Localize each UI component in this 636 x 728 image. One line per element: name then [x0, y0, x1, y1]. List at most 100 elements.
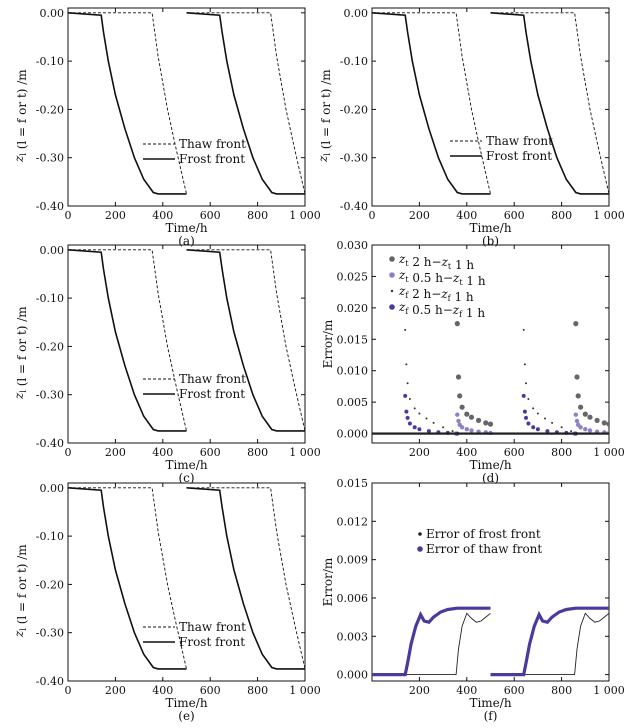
- data-point: [522, 409, 527, 414]
- y-axis-label: zl (l = f or t) /m: [12, 544, 29, 638]
- panel-caption: (c): [178, 471, 194, 485]
- x-tick-label: 600: [200, 446, 221, 459]
- y-tick-label: 0.012: [337, 515, 369, 528]
- series-line-frost-front: [68, 12, 187, 195]
- data-point: [412, 425, 417, 430]
- x-tick-label: 200: [105, 209, 126, 222]
- x-tick-label: 400: [456, 209, 477, 222]
- data-point: [575, 393, 581, 399]
- chart-panel-b: 0 200 400 600 800 1 000 0.00 -0.10 -0.20 -0.30 -0.…: [316, 7, 625, 248]
- data-point: [536, 412, 539, 415]
- series-line-frost-front: [186, 12, 305, 195]
- data-point: [454, 321, 460, 327]
- x-tick-label: 0: [65, 684, 72, 697]
- data-point: [521, 393, 526, 398]
- data-point: [457, 393, 463, 399]
- x-axis-label: Time/h: [165, 696, 207, 710]
- legend-label: Frost front: [179, 635, 245, 649]
- x-axis-label: Time/h: [469, 458, 511, 472]
- y-tick-label: 0.025: [337, 270, 369, 283]
- y-axis-label: Error/m: [321, 557, 335, 606]
- x-tick-label: 400: [456, 446, 477, 459]
- data-point: [560, 426, 563, 429]
- y-tick-label: 0.015: [337, 477, 369, 490]
- legend-marker: [389, 256, 395, 262]
- y-tick-label: -0.30: [36, 627, 64, 640]
- plot-frame: [67, 244, 306, 444]
- legend-label: zf 0.5 h−zf 1 h: [398, 300, 485, 320]
- legend-label: Frost front: [486, 149, 552, 163]
- x-tick-label: 200: [409, 446, 430, 459]
- y-tick-label: -0.40: [340, 200, 368, 213]
- data-point: [522, 328, 525, 331]
- legend-label: Error of thaw front: [426, 542, 542, 556]
- x-tick-label: 400: [152, 684, 173, 697]
- series-line-thaw-front: [186, 487, 305, 670]
- data-layer: [372, 321, 609, 436]
- legend-label: zt 0.5 h−zt 1 h: [398, 268, 486, 288]
- y-tick-label: -0.40: [36, 675, 64, 688]
- data-point: [476, 417, 482, 423]
- data-layer: [68, 249, 305, 432]
- data-point: [405, 363, 408, 366]
- x-tick-label: 0: [369, 209, 376, 222]
- y-tick-label: -0.10: [36, 55, 64, 68]
- data-point: [601, 420, 607, 426]
- x-axis-label: Time/h: [165, 458, 207, 472]
- legend-marker: [389, 272, 395, 278]
- series-line-frost-front: [68, 487, 187, 670]
- data-point: [587, 428, 593, 433]
- y-tick-label: 0.00: [40, 482, 65, 495]
- y-axis-label: Error/m: [321, 319, 335, 368]
- y-tick-label: -0.20: [340, 103, 368, 116]
- data-point: [455, 412, 460, 417]
- data-point: [459, 425, 465, 430]
- data-point: [487, 421, 494, 427]
- x-tick-label: 200: [409, 209, 430, 222]
- data-point: [483, 420, 489, 426]
- y-tick-label: 0.020: [337, 302, 369, 315]
- data-point: [408, 398, 411, 400]
- data-point: [426, 429, 431, 434]
- x-tick-label: 1 000: [289, 209, 321, 222]
- data-point: [459, 404, 465, 410]
- data-point: [551, 421, 554, 424]
- data-point: [587, 414, 593, 420]
- data-point: [464, 427, 469, 432]
- series-line-frost-front: [186, 487, 305, 670]
- data-point: [573, 412, 578, 417]
- legend-marker: [390, 289, 394, 293]
- x-tick-label: 800: [247, 209, 268, 222]
- legend-label: zt 2 h−zt 1 h: [398, 252, 474, 272]
- data-point: [531, 425, 536, 430]
- data-layer: [372, 606, 609, 677]
- panel-caption: (a): [178, 234, 195, 248]
- x-tick-label: 800: [551, 446, 572, 459]
- y-tick-label: -0.10: [340, 55, 368, 68]
- series-line-thaw-front: [186, 249, 305, 432]
- data-point: [469, 428, 474, 433]
- data-point: [526, 421, 531, 426]
- series-line-thaw-front: [68, 12, 187, 195]
- series-line-error-of-frost-front: [372, 612, 491, 676]
- data-point: [407, 421, 412, 426]
- plot-frame: [371, 482, 610, 682]
- data-point: [532, 407, 535, 410]
- y-tick-label: -0.30: [340, 152, 368, 165]
- y-axis-label: zl (l = f or t) /m: [12, 306, 29, 400]
- x-tick-label: 0: [65, 209, 72, 222]
- data-point: [574, 374, 580, 380]
- data-point: [527, 398, 530, 400]
- plot-frame: [371, 7, 610, 207]
- chart-panel-c: 0 200 400 600 800 1 000 0.00 -0.10 -0.20 -0.30 -0.…: [12, 244, 321, 485]
- legend-label: Thaw front: [179, 620, 246, 634]
- x-tick-label: 800: [247, 684, 268, 697]
- data-point: [535, 427, 540, 432]
- x-tick-label: 1 000: [593, 209, 625, 222]
- plot-frame: [67, 7, 306, 207]
- series-line-thaw-front: [68, 249, 187, 432]
- panel-caption: (f): [484, 709, 498, 723]
- data-point: [583, 427, 588, 432]
- x-tick-label: 200: [409, 684, 430, 697]
- data-point: [425, 417, 428, 420]
